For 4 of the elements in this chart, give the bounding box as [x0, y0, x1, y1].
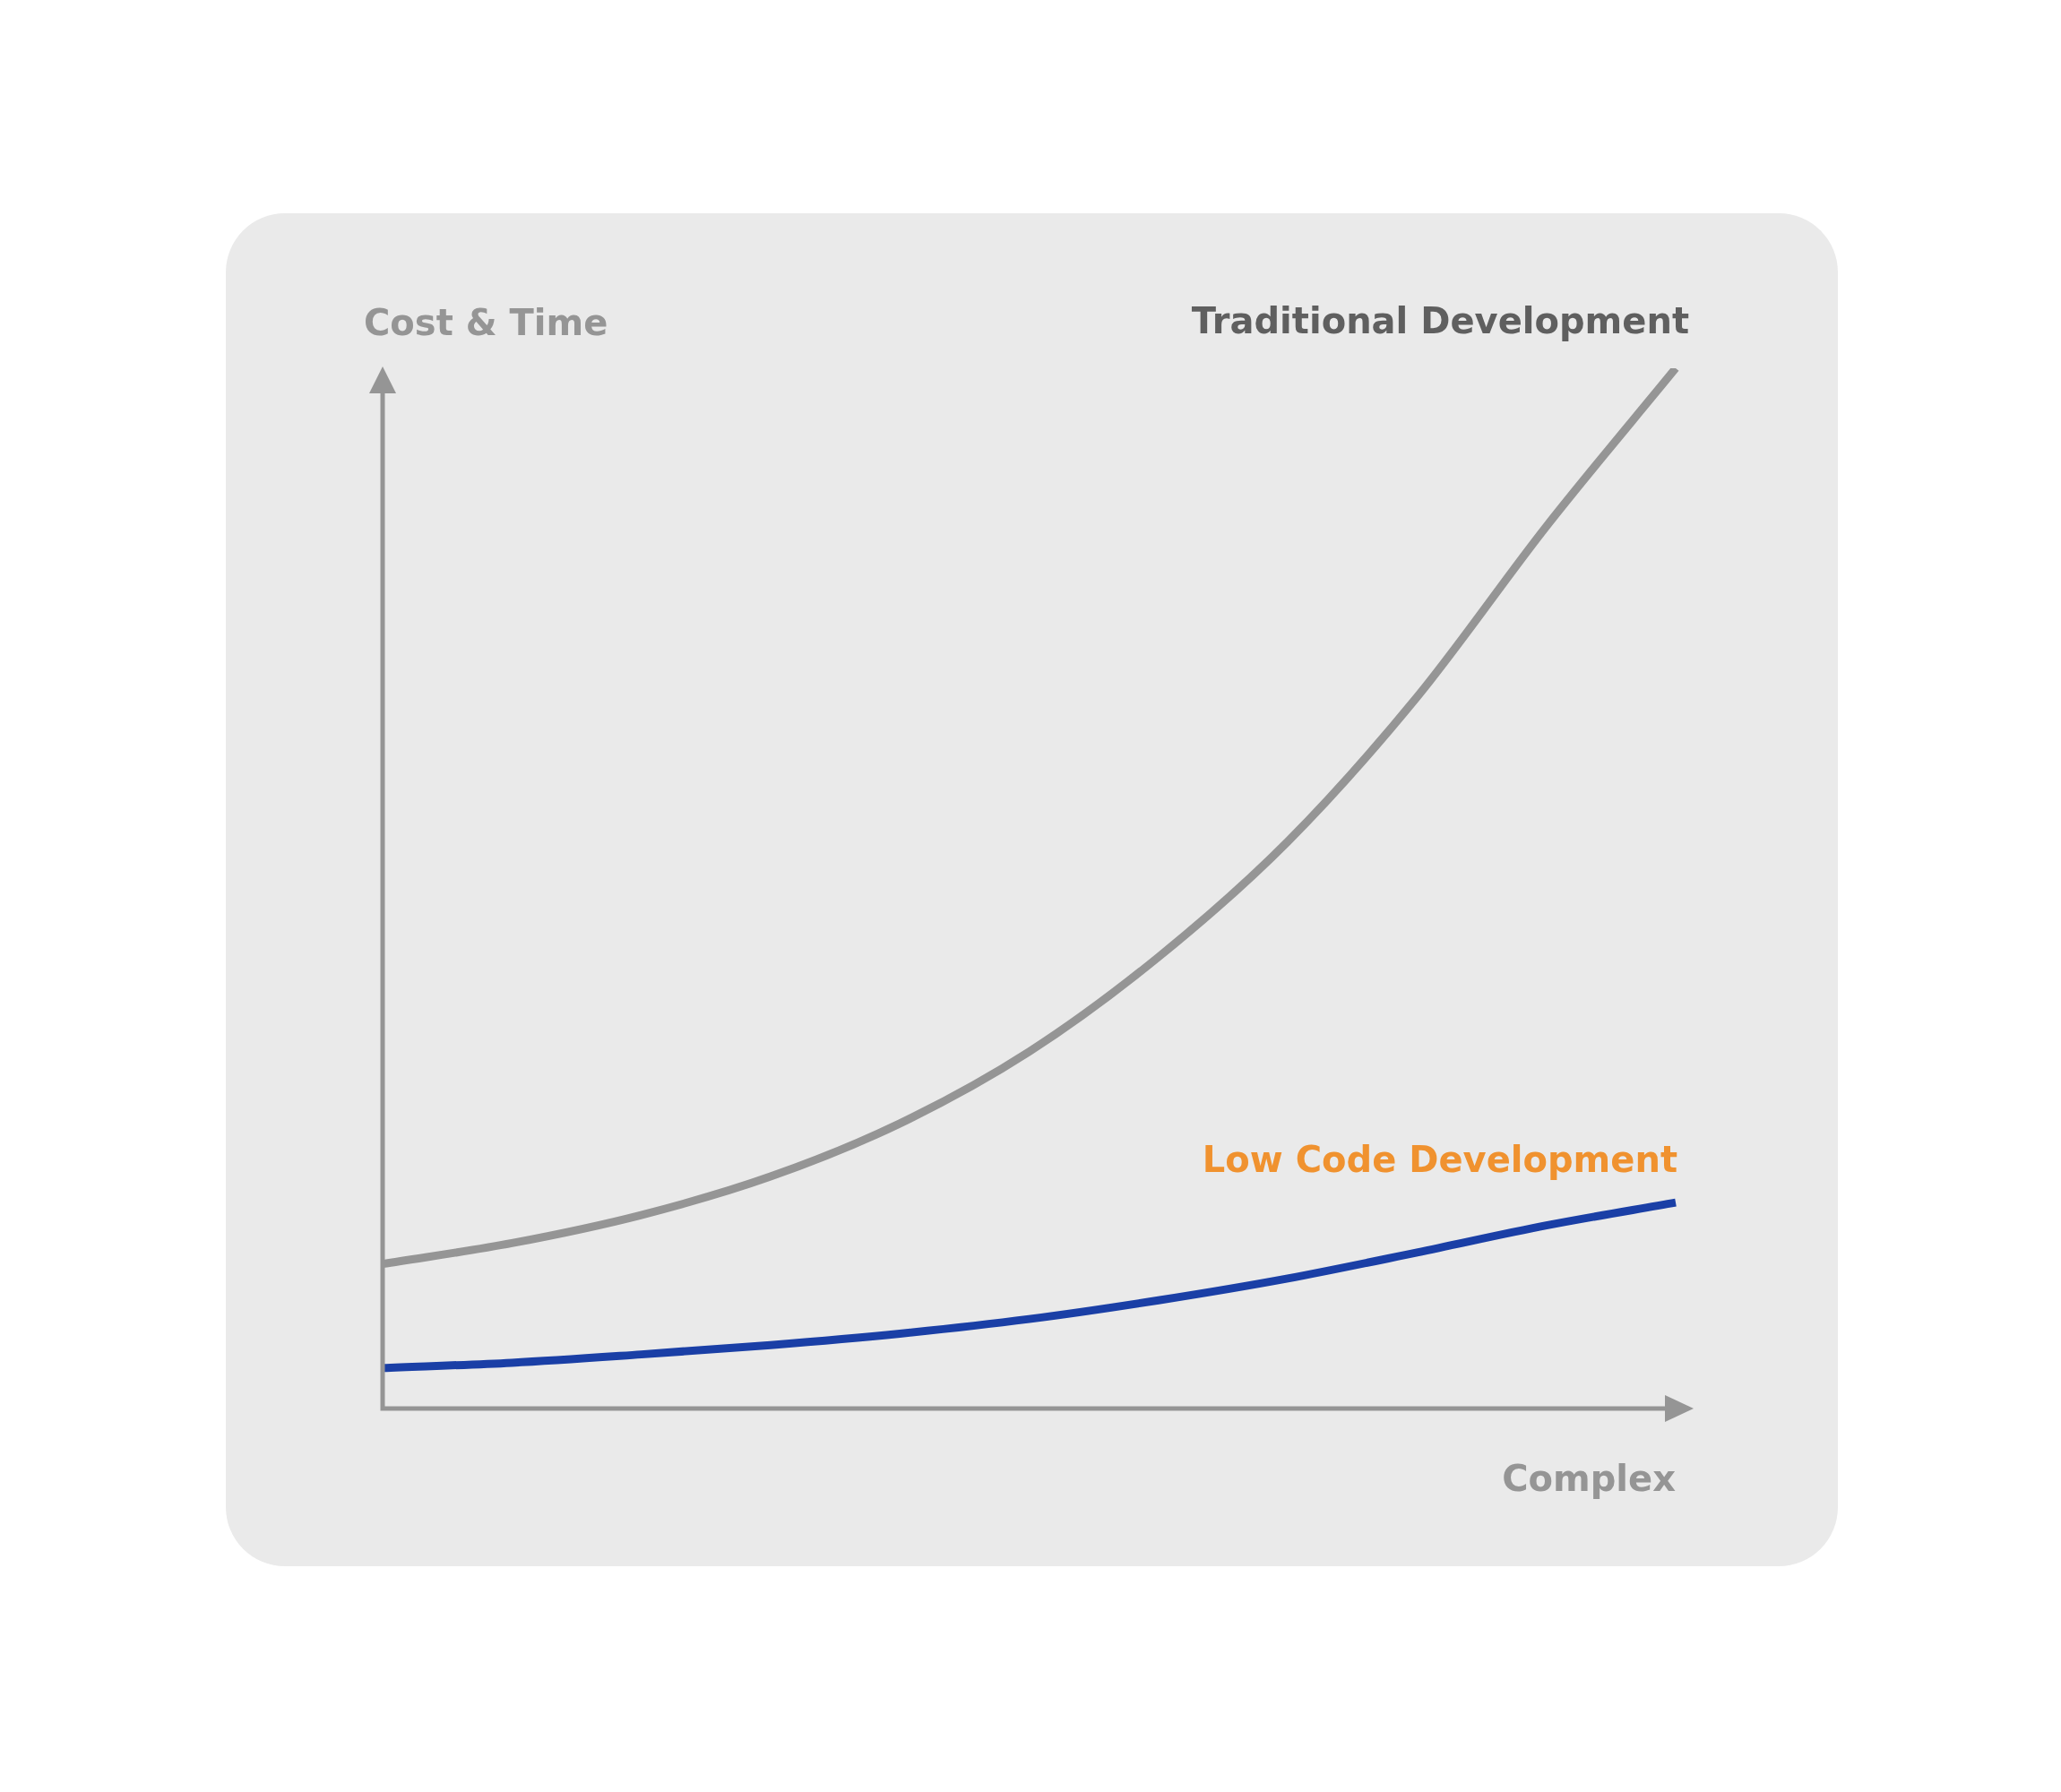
series-label: Low Code Development: [1202, 1139, 1677, 1181]
series-label: Traditional Development: [1191, 300, 1689, 341]
y-axis-title: Cost & Time: [364, 302, 608, 343]
x-axis-title: Complex: [1502, 1458, 1676, 1499]
